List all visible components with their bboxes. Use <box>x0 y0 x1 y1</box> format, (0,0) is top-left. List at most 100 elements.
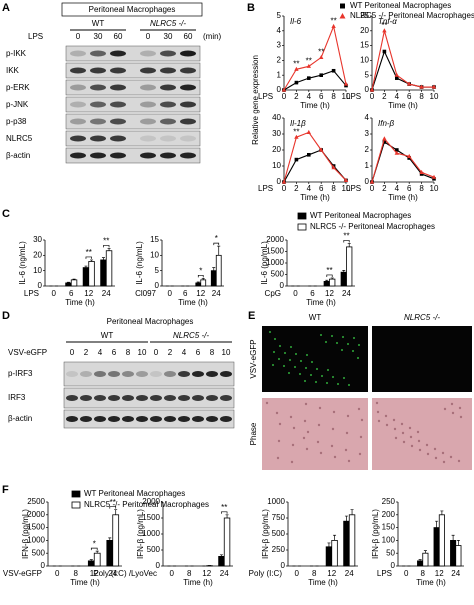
y-tick-label: 1 <box>277 70 282 79</box>
point <box>407 81 412 86</box>
blot-band <box>164 416 176 422</box>
group-label: NLRC5 -/- <box>173 331 209 340</box>
x-tick-label: 24 <box>220 569 229 578</box>
error-bar <box>327 542 331 547</box>
bar <box>422 552 429 567</box>
cell-dot <box>289 415 293 419</box>
time-label: 0 <box>154 348 159 357</box>
panel-letter: A <box>2 2 10 14</box>
cell-dot <box>384 414 388 418</box>
error-bar <box>219 554 223 557</box>
point <box>394 150 399 155</box>
blot-band <box>192 395 204 401</box>
cell-dot <box>265 401 269 405</box>
point <box>294 80 299 85</box>
point <box>419 84 424 89</box>
cell-dot <box>408 426 412 430</box>
x-axis-title: Time (h) <box>178 298 208 307</box>
micrograph <box>262 398 368 470</box>
error-bar <box>217 245 221 256</box>
axis <box>283 16 346 91</box>
point <box>331 165 336 170</box>
legend-label: NLRC5 -/- Peritoneal Macrophages <box>84 500 209 509</box>
blot-band <box>80 395 92 401</box>
bar <box>438 514 445 567</box>
panel-title: Il-1β <box>290 119 306 128</box>
gfp-dot <box>288 372 290 374</box>
blot-strip <box>65 113 201 130</box>
blot-band <box>150 395 162 401</box>
cell-dot <box>291 443 295 447</box>
error-bar <box>342 270 346 273</box>
gfp-dot <box>316 368 318 370</box>
blot-band <box>122 395 134 401</box>
blot-strip <box>63 409 235 429</box>
y-tick-label: 0 <box>277 177 282 186</box>
gfp-dot <box>272 364 274 366</box>
point <box>369 179 375 184</box>
x-tick-label: 8 <box>74 569 79 578</box>
blot-band <box>140 84 156 91</box>
x-tick-label: 0 <box>293 289 298 298</box>
blot-band <box>164 371 176 377</box>
gfp-dot <box>306 354 308 356</box>
point <box>394 72 399 77</box>
cell-dot <box>278 422 282 426</box>
gfp-dot <box>278 358 280 360</box>
x-tick-label: 2 <box>382 184 387 193</box>
x-prefix: Poly (I:C) <box>249 569 283 578</box>
x-tick-label: 10 <box>342 92 351 101</box>
y-tick-label: 2000 <box>27 510 45 519</box>
bar <box>218 556 225 567</box>
y-axis-title: IFN-β (pg/mL) <box>136 509 145 559</box>
x-tick-label: 0 <box>168 289 173 298</box>
panel-letter: E <box>248 310 255 322</box>
significance: ** <box>330 16 336 25</box>
significance: ** <box>293 59 299 68</box>
y-tick-label: 0 <box>38 281 43 290</box>
bar <box>210 270 217 287</box>
panel-title: Il-6 <box>290 17 302 26</box>
x-prefix: Cl097 <box>135 289 156 298</box>
cell-dot <box>302 436 306 440</box>
cell-dot <box>276 456 280 460</box>
cell-dot <box>443 407 447 411</box>
y-tick-label: 30 <box>33 235 42 244</box>
cell-dot <box>426 452 430 456</box>
point <box>431 174 437 179</box>
x-prefix: VSV-eGFP <box>3 569 42 578</box>
row-label: p-IRF3 <box>8 369 33 378</box>
cell-dot <box>418 448 422 452</box>
x-tick-label: 4 <box>307 184 312 193</box>
sig-bracket <box>85 256 92 259</box>
cell-dot <box>317 423 321 427</box>
bar <box>325 546 333 567</box>
y-axis-title: IL-6 (ng/mL) <box>135 241 144 285</box>
bar <box>215 254 222 287</box>
gfp-dot <box>342 336 344 338</box>
bar <box>331 540 338 567</box>
blot-band <box>206 416 218 422</box>
x-tick-label: 12 <box>325 289 334 298</box>
time-label: 10 <box>138 348 147 357</box>
error-bar <box>90 259 94 262</box>
y-tick-label: 2500 <box>27 497 45 506</box>
x-tick-label: 6 <box>69 289 74 298</box>
error-bar <box>451 534 455 541</box>
x-tick-label: 4 <box>395 184 400 193</box>
y-tick-label: 1 <box>365 161 370 170</box>
x-tick-label: 24 <box>451 569 460 578</box>
error-bar <box>101 257 105 260</box>
y-tick-label: 1000 <box>142 529 160 538</box>
cell-dot <box>385 423 389 427</box>
bar <box>105 250 113 287</box>
bar <box>88 261 95 287</box>
x-axis-title: Time (h) <box>183 578 213 587</box>
x-axis-title: Time (h) <box>388 193 418 202</box>
error-bar <box>347 243 351 247</box>
y-tick-label: 750 <box>272 513 286 522</box>
x-prefix: LPS <box>24 289 39 298</box>
sig-bracket <box>221 511 228 514</box>
cell-dot <box>330 444 334 448</box>
blot-band <box>90 135 106 142</box>
